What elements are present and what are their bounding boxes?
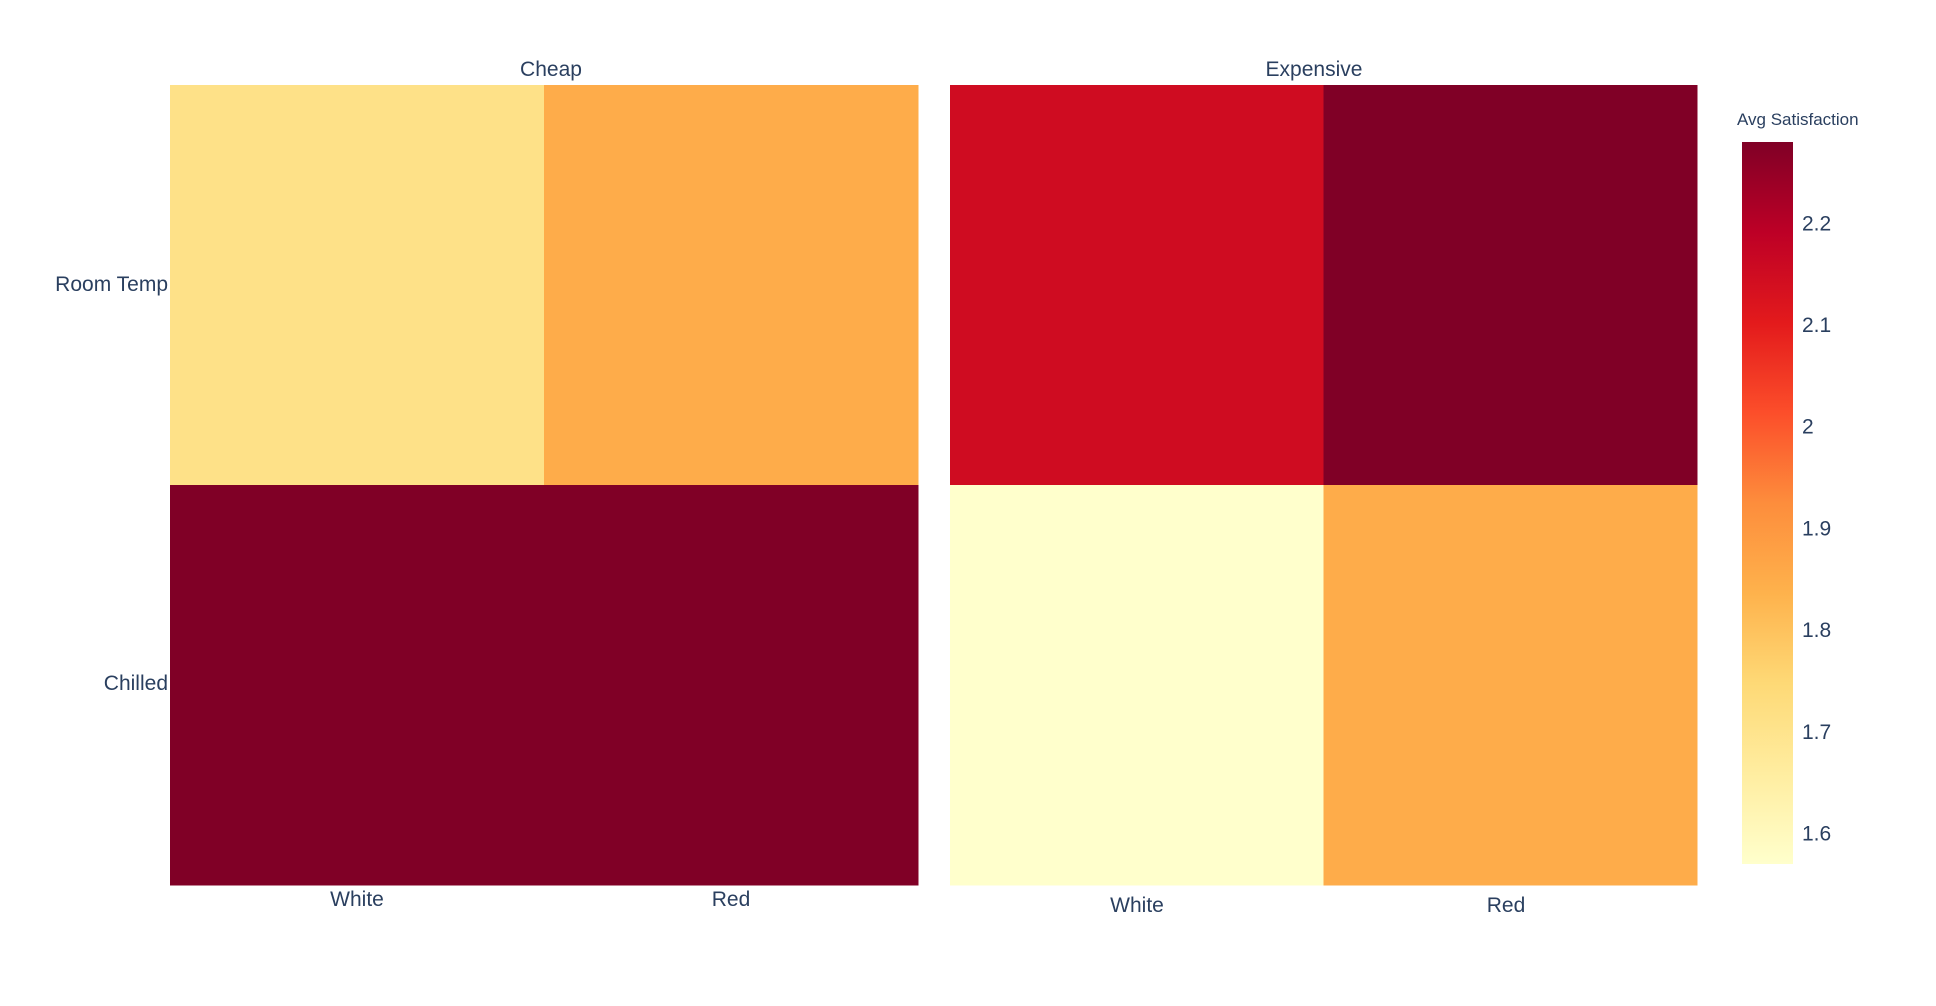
heatmap-cell-cheap-room-temp-white xyxy=(170,85,545,486)
colorbar-tick-label: 1.7 xyxy=(1802,721,1831,744)
colorbar-tick-label: 1.9 xyxy=(1802,517,1831,540)
heatmap-cell-expensive-room-temp-white xyxy=(950,85,1324,486)
heatmap-cells-cheap xyxy=(170,85,919,886)
y-axis: Room Temp Chilled xyxy=(55,273,168,695)
panel-cheap: Cheap White Red xyxy=(170,58,919,911)
x-tick-expensive-red: Red xyxy=(1487,894,1526,917)
colorbar-tick-label: 2.1 xyxy=(1802,314,1831,337)
x-tick-cheap-white: White xyxy=(330,888,384,911)
x-tick-expensive-white: White xyxy=(1110,894,1164,917)
colorbar-gradient xyxy=(1742,142,1793,864)
heatmap-cell-expensive-chilled-red xyxy=(1323,485,1698,886)
panel-expensive: Expensive White Red xyxy=(950,58,1698,917)
panel-title-expensive: Expensive xyxy=(1266,58,1363,81)
heatmap-cell-expensive-room-temp-red xyxy=(1323,85,1698,486)
colorbar-tick-label: 1.6 xyxy=(1802,822,1831,845)
colorbar-tick-label: 2.2 xyxy=(1802,212,1831,235)
x-tick-cheap-red: Red xyxy=(712,888,751,911)
colorbar-ticks: 1.6 1.7 1.8 1.9 2 2.1 2.2 xyxy=(1802,212,1831,845)
heatmap-cell-cheap-chilled-red xyxy=(544,485,919,886)
colorbar-title: Avg Satisfaction xyxy=(1737,110,1859,129)
y-tick-room-temp: Room Temp xyxy=(55,273,168,296)
y-tick-chilled: Chilled xyxy=(104,672,168,695)
heatmap-cells-expensive xyxy=(950,85,1698,886)
colorbar-tick-label: 1.8 xyxy=(1802,619,1831,642)
colorbar-tick-label: 2 xyxy=(1802,416,1814,439)
panel-title-cheap: Cheap xyxy=(520,58,582,81)
heatmap-cell-expensive-chilled-white xyxy=(950,485,1324,886)
heatmap-cell-cheap-chilled-white xyxy=(170,485,545,886)
heatmap-cell-cheap-room-temp-red xyxy=(544,85,919,486)
colorbar: Avg Satisfaction 1.6 1.7 1.8 1.9 2 2.1 2.2 xyxy=(1737,110,1859,864)
